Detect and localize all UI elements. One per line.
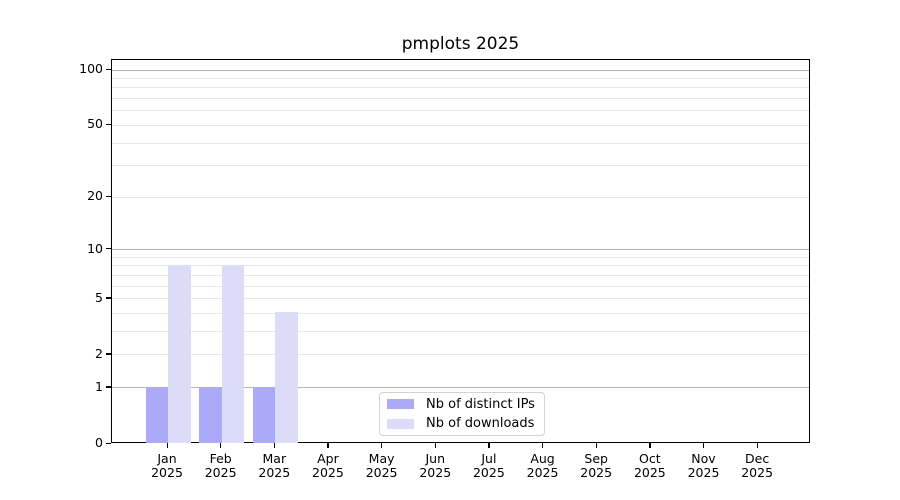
plot-area [111,59,810,443]
minor-gridline [112,98,809,100]
x-tick-label: May 2025 [365,451,398,480]
x-tick-mark [166,443,168,448]
bar-nb-of-distinct-ips-mar [252,386,276,443]
y-tick-mark [106,68,111,70]
major-gridline [112,387,809,389]
minor-gridline [112,274,809,276]
x-tick-mark [542,443,544,448]
x-tick-mark [220,443,222,448]
minor-gridline [112,331,809,333]
x-tick-label: Nov 2025 [687,451,720,480]
legend: Nb of distinct IPs Nb of downloads [379,392,545,436]
x-tick-mark [327,443,329,448]
major-gridline [112,69,809,71]
minor-gridline [112,87,809,89]
minor-gridline [112,165,809,167]
minor-gridline [112,124,809,126]
y-tick-label: 1 [95,378,103,394]
bar-nb-of-downloads-feb [221,264,245,443]
x-tick-mark [595,443,597,448]
legend-swatch [387,399,414,410]
x-tick-label: Apr 2025 [312,451,344,480]
minor-gridline [112,142,809,144]
y-tick-mark [106,195,111,198]
y-tick-label: 50 [87,116,103,132]
legend-swatch [387,418,414,429]
y-tick-label: 0 [95,435,103,450]
bar-nb-of-downloads-jan [168,264,191,443]
major-gridline [112,249,809,251]
minor-gridline [112,285,809,287]
y-tick-label: 5 [95,289,103,305]
bar-nb-of-downloads-mar [275,312,298,443]
y-tick-mark [106,248,111,250]
y-tick-mark [106,386,111,388]
x-tick-mark [703,443,705,448]
x-tick-label: Mar 2025 [258,451,291,480]
minor-gridline [112,110,809,112]
y-tick-label: 10 [87,240,103,256]
x-tick-label: Jun 2025 [419,451,452,480]
y-tick-mark [106,442,111,444]
y-tick-label: 100 [79,61,103,76]
x-tick-mark [649,443,651,448]
legend-entry-nb-of-downloads: Nb of downloads [387,415,537,434]
y-tick-label: 20 [87,188,103,204]
bar-nb-of-distinct-ips-jan [145,386,168,443]
x-tick-label: Dec 2025 [741,451,774,480]
y-tick-mark [106,297,111,299]
x-tick-mark [756,443,758,448]
x-tick-label: Jan 2025 [151,451,183,480]
minor-gridline [112,354,809,356]
minor-gridline [112,77,809,79]
x-tick-label: Oct 2025 [633,451,666,480]
chart-title: pmplots 2025 [401,34,520,54]
minor-gridline [112,196,809,198]
legend-label: Nb of distinct IPs [426,396,535,412]
y-tick-mark [106,353,111,355]
x-tick-label: Aug 2025 [526,451,559,480]
x-tick-mark [273,443,276,448]
minor-gridline [112,256,809,258]
y-tick-label: 2 [95,345,103,361]
y-tick-mark [106,123,111,126]
x-tick-label: Jul 2025 [472,451,505,480]
minor-gridline [112,298,809,300]
x-tick-mark [488,443,490,448]
x-tick-mark [381,443,383,448]
legend-label: Nb of downloads [426,416,535,432]
minor-gridline [112,313,809,315]
legend-entry-nb-of-distinct-ips: Nb of distinct IPs [387,395,537,414]
x-tick-label: Feb 2025 [204,451,237,480]
minor-gridline [112,265,809,267]
x-tick-label: Sep 2025 [580,451,613,480]
x-tick-mark [434,443,437,448]
bar-nb-of-distinct-ips-feb [199,386,222,443]
